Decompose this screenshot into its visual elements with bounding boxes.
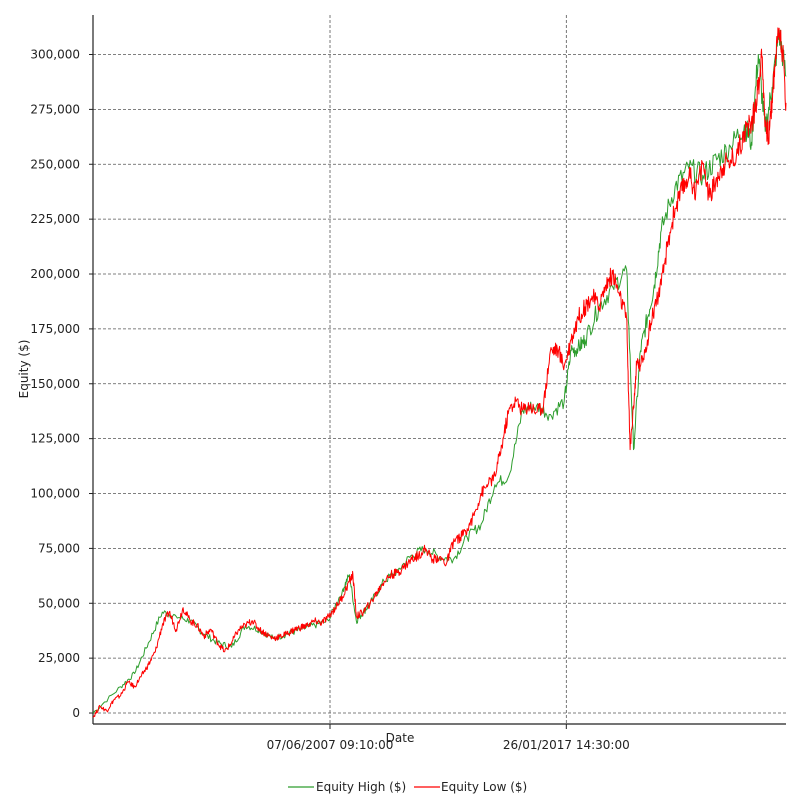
y-tick-labels: 0 25,000 50,000 75,000 100,000 125,000 150,000… [30,48,93,720]
y-tick-label: 100,000 [30,487,80,501]
x-axis-label: Date [386,731,415,745]
y-tick-label: 225,000 [30,212,80,226]
y-tick-label: 175,000 [30,322,80,336]
series-layer [92,27,787,718]
y-tick-label: 75,000 [38,541,80,555]
x-tick-label: 26/01/2017 14:30:00 [503,738,630,752]
series-line-equity-high [92,29,787,714]
y-tick-label: 125,000 [30,432,80,446]
grid-layer [93,15,786,724]
y-tick-label: 200,000 [30,267,80,281]
x-tick-labels: 07/06/2007 09:10:00 26/01/2017 14:30:00 [267,724,630,752]
y-tick-label: 0 [72,706,80,720]
y-tick-label: 275,000 [30,102,80,116]
y-tick-label: 50,000 [38,596,80,610]
legend: Equity High ($) Equity Low ($) [288,780,527,794]
x-tick-label: 07/06/2007 09:10:00 [267,738,394,752]
y-tick-label: 25,000 [38,651,80,665]
legend-label-equity-low: Equity Low ($) [441,780,527,794]
series-line-equity-low [92,27,787,718]
legend-label-equity-high: Equity High ($) [316,780,406,794]
y-tick-label: 300,000 [30,48,80,62]
y-tick-label: 250,000 [30,157,80,171]
y-tick-label: 150,000 [30,377,80,391]
y-axis-label: Equity ($) [17,340,31,399]
axes-layer [92,15,786,725]
